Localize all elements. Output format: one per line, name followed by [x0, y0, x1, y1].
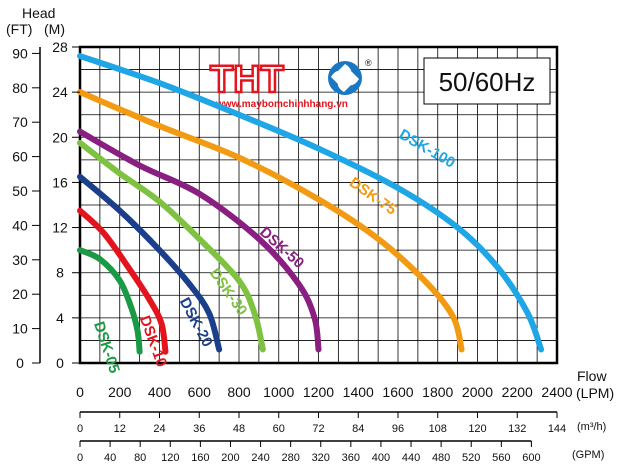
gpm-unit-label: (GPM) [572, 449, 604, 461]
head-label: Head [22, 5, 55, 21]
x-tick-label-gpm: 280 [281, 452, 299, 464]
x-tick-label-lpm: 1000 [263, 384, 294, 400]
x-tick-label-gpm: 120 [161, 452, 179, 464]
y-axis-ticks: 0 4 8 12 16 20 24 28 0 10 20 30 40 50 60 70 80 90 [12, 39, 80, 371]
x-tick-label-m3h: 108 [429, 423, 447, 435]
x-tick-label-m3h: 144 [548, 423, 566, 435]
flow-label: Flow [577, 368, 607, 384]
y-tick-label-m: 4 [56, 310, 64, 326]
x-tick-label-m3h: 72 [312, 423, 324, 435]
x-tick-label-lpm: 600 [188, 384, 212, 400]
x-tick-label-lpm: 800 [227, 384, 251, 400]
x-tick-label-lpm: 1400 [343, 384, 374, 400]
y-tick-label-ft: 50 [12, 183, 28, 199]
x-tick-label-gpm: 320 [312, 452, 330, 464]
y-tick-label-ft: 10 [12, 321, 28, 337]
x-tick-label-lpm: 400 [148, 384, 172, 400]
tht-logo: THT ® www.maybomchinhhang.vn [209, 58, 372, 110]
y-tick-label-ft: 60 [12, 149, 28, 165]
x-tick-label-m3h: 48 [233, 423, 245, 435]
series-line-dsk-20 [77, 173, 223, 353]
frequency-label: 50/60Hz [439, 67, 536, 97]
y-tick-label-ft: 20 [12, 286, 28, 302]
y-tick-label-ft: 40 [12, 217, 28, 233]
x-tick-label-m3h: 132 [508, 423, 526, 435]
x-tick-label-gpm: 160 [191, 452, 209, 464]
series-line-dsk-100 [77, 53, 545, 353]
logo-swirl-icon [331, 64, 359, 92]
x-tick-label-lpm: 0 [76, 384, 84, 400]
x-tick-label-m3h: 96 [392, 423, 404, 435]
x-tick-label-gpm: 360 [342, 452, 360, 464]
series-line-dsk-30 [77, 139, 266, 353]
x-tick-label-gpm: 80 [134, 452, 146, 464]
y-tick-label-ft: 70 [12, 114, 28, 130]
x-tick-label-lpm: 1600 [382, 384, 413, 400]
logo-registered: ® [365, 58, 372, 68]
x-tick-label-gpm: 440 [402, 452, 420, 464]
y-tick-label-m: 20 [52, 129, 68, 145]
x-tick-label-m3h: 60 [273, 423, 285, 435]
x-tick-label-lpm: 2400 [541, 384, 572, 400]
x-tick-label-gpm: 480 [432, 452, 450, 464]
y-tick-label-m: 24 [52, 84, 68, 100]
series-line-dsk-10 [77, 207, 169, 355]
x-tick-label-m3h: 120 [468, 423, 486, 435]
x-tick-label-lpm: 2200 [502, 384, 533, 400]
series-line-dsk-75 [77, 89, 465, 353]
x-tick-label-m3h: 24 [153, 423, 165, 435]
x-axis-ticks: 0 200 400 600 800 1000 1200 1400 1600 1800 2000 220… [76, 384, 573, 464]
series-line-dsk-50 [77, 128, 322, 353]
x-tick-label-lpm: 2000 [462, 384, 493, 400]
x-tick-label-gpm: 40 [104, 452, 116, 464]
y-tick-label-m: 16 [52, 174, 68, 190]
x-tick-label-gpm: 0 [77, 452, 83, 464]
x-tick-label-gpm: 200 [221, 452, 239, 464]
x-tick-label-m3h: 12 [114, 423, 126, 435]
y-tick-label-ft: 90 [12, 45, 28, 61]
frequency-box [423, 57, 551, 105]
y-tick-label-m: 12 [52, 220, 68, 236]
x-tick-label-gpm: 240 [251, 452, 269, 464]
x-tick-label-lpm: 1800 [422, 384, 453, 400]
logo-text: THT [210, 59, 284, 101]
x-tick-label-gpm: 560 [492, 452, 510, 464]
y-tick-label-ft: 0 [16, 355, 24, 371]
x-tick-label-gpm: 520 [462, 452, 480, 464]
x-tick-label-m3h: 84 [352, 423, 364, 435]
series-line-dsk-05 [77, 247, 143, 355]
x-tick-label-gpm: 400 [372, 452, 390, 464]
x-tick-label-gpm: 600 [522, 452, 540, 464]
x-tick-label-lpm: 200 [108, 384, 132, 400]
logo-url: www.maybomchinhhang.vn [215, 99, 348, 110]
curves [77, 53, 545, 355]
x-tick-label-lpm: 1200 [303, 384, 334, 400]
m3h-unit-label: (m³/h) [577, 421, 606, 433]
x-tick-label-m3h: 0 [77, 423, 83, 435]
ft-unit-label: (FT) [6, 21, 32, 37]
y-tick-label-m: 8 [56, 265, 64, 281]
y-tick-label-ft: 30 [12, 252, 28, 268]
plot-area: THT ® www.maybomchinhhang.vn 50/60Hz DSK… [77, 45, 559, 375]
y-tick-label-m: 28 [52, 39, 68, 55]
x-tick-label-m3h: 36 [193, 423, 205, 435]
y-tick-label-ft: 80 [12, 80, 28, 96]
m-unit-label: (M) [44, 21, 65, 37]
lpm-unit-label: (LPM) [576, 385, 614, 401]
y-tick-label-m: 0 [56, 355, 64, 371]
